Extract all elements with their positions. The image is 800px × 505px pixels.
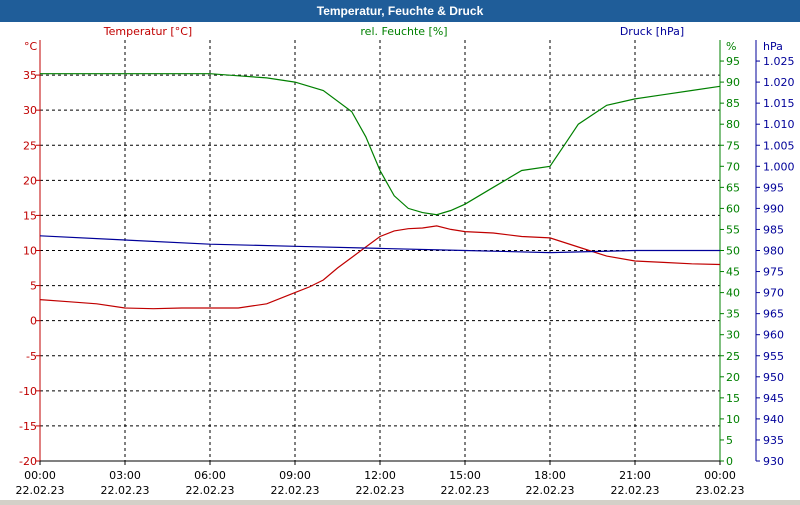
pressure-tick-label: 1.015 xyxy=(763,97,795,110)
legend-entry: Druck [hPa] xyxy=(620,25,684,38)
humidity-tick-label: 0 xyxy=(726,455,733,468)
pressure-tick-label: 975 xyxy=(763,266,784,279)
chart-title: Temperatur, Feuchte & Druck xyxy=(0,0,800,22)
pressure-tick-label: 940 xyxy=(763,413,784,426)
pressure-tick-label: 945 xyxy=(763,392,784,405)
humidity-tick-label: 70 xyxy=(726,160,740,173)
temperature-tick-label: -10 xyxy=(19,385,37,398)
pressure-tick-label: 1.010 xyxy=(763,118,795,131)
x-tick-date-label: 22.02.23 xyxy=(441,484,490,497)
temperature-tick-label: 30 xyxy=(23,104,37,117)
x-tick-time-label: 09:00 xyxy=(279,469,311,482)
humidity-tick-label: 45 xyxy=(726,266,740,279)
x-tick-date-label: 22.02.23 xyxy=(16,484,65,497)
pressure-tick-label: 980 xyxy=(763,245,784,258)
humidity-tick-label: 55 xyxy=(726,223,740,236)
pressure-tick-label: 930 xyxy=(763,455,784,468)
chart-area: 35 30 25 20 15 10 5 0 -5 -10 -15 -20 °C 95 90 85 80 75 70 6… xyxy=(0,22,800,500)
x-tick-date-label: 22.02.23 xyxy=(526,484,575,497)
pressure-tick-label: 1.000 xyxy=(763,160,795,173)
pressure-tick-label: 1.005 xyxy=(763,139,795,152)
x-tick-time-label: 18:00 xyxy=(534,469,566,482)
pressure-tick-label: 1.020 xyxy=(763,76,795,89)
humidity-tick-label: 35 xyxy=(726,308,740,321)
x-tick-date-label: 22.02.23 xyxy=(611,484,660,497)
x-tick-time-label: 12:00 xyxy=(364,469,396,482)
humidity-tick-label: 65 xyxy=(726,181,740,194)
humidity-tick-label: 5 xyxy=(726,434,733,447)
humidity-tick-label: 75 xyxy=(726,139,740,152)
temperature-tick-label: 5 xyxy=(30,280,37,293)
pressure-tick-label: 955 xyxy=(763,350,784,363)
pressure-tick-label: 995 xyxy=(763,181,784,194)
humidity-tick-label: 25 xyxy=(726,350,740,363)
legend-entry: Temperatur [°C] xyxy=(103,25,192,38)
pressure-tick-label: 935 xyxy=(763,434,784,447)
humidity-tick-label: 15 xyxy=(726,392,740,405)
x-tick-date-label: 23.02.23 xyxy=(696,484,745,497)
pressure-unit-label: hPa xyxy=(763,40,783,53)
series-line-pressure xyxy=(39,235,720,254)
pressure-tick-label: 960 xyxy=(763,329,784,342)
humidity-tick-label: 10 xyxy=(726,413,740,426)
temperature-tick-label: -20 xyxy=(19,455,37,468)
legend-entry: rel. Feuchte [%] xyxy=(360,25,447,38)
humidity-unit-label: % xyxy=(726,40,736,53)
temperature-tick-label: 35 xyxy=(23,69,37,82)
humidity-tick-label: 85 xyxy=(726,97,740,110)
temperature-tick-label: 15 xyxy=(23,209,37,222)
x-tick-time-label: 15:00 xyxy=(449,469,481,482)
pressure-tick-label: 990 xyxy=(763,202,784,215)
temperature-tick-label: 25 xyxy=(23,139,37,152)
x-tick-time-label: 03:00 xyxy=(109,469,141,482)
pressure-tick-label: 985 xyxy=(763,223,784,236)
pressure-tick-label: 965 xyxy=(763,308,784,321)
humidity-tick-label: 40 xyxy=(726,287,740,300)
humidity-tick-label: 30 xyxy=(726,329,740,342)
series-line-humidity xyxy=(40,73,721,216)
x-tick-date-label: 22.02.23 xyxy=(271,484,320,497)
x-tick-time-label: 21:00 xyxy=(619,469,651,482)
pressure-tick-label: 950 xyxy=(763,371,784,384)
pressure-tick-label: 1.025 xyxy=(763,55,795,68)
humidity-tick-label: 50 xyxy=(726,245,740,258)
pressure-tick-label: 970 xyxy=(763,287,784,300)
humidity-tick-label: 60 xyxy=(726,202,740,215)
temperature-unit-label: °C xyxy=(24,40,38,53)
humidity-tick-label: 80 xyxy=(726,118,740,131)
x-tick-time-label: 00:00 xyxy=(704,469,736,482)
x-tick-time-label: 00:00 xyxy=(24,469,56,482)
temperature-tick-label: 0 xyxy=(30,315,37,328)
x-tick-date-label: 22.02.23 xyxy=(101,484,150,497)
temperature-tick-label: 10 xyxy=(23,245,37,258)
x-tick-time-label: 06:00 xyxy=(194,469,226,482)
x-tick-date-label: 22.02.23 xyxy=(186,484,235,497)
humidity-tick-label: 95 xyxy=(726,55,740,68)
temperature-tick-label: -5 xyxy=(26,350,37,363)
temperature-tick-label: -15 xyxy=(19,420,37,433)
x-tick-date-label: 22.02.23 xyxy=(356,484,405,497)
humidity-tick-label: 20 xyxy=(726,371,740,384)
temperature-tick-label: 20 xyxy=(23,174,37,187)
series-line-temperature xyxy=(39,225,721,310)
chart-svg: 35302520151050-5-10-15-20°C9590858075706… xyxy=(16,25,795,497)
humidity-tick-label: 90 xyxy=(726,76,740,89)
